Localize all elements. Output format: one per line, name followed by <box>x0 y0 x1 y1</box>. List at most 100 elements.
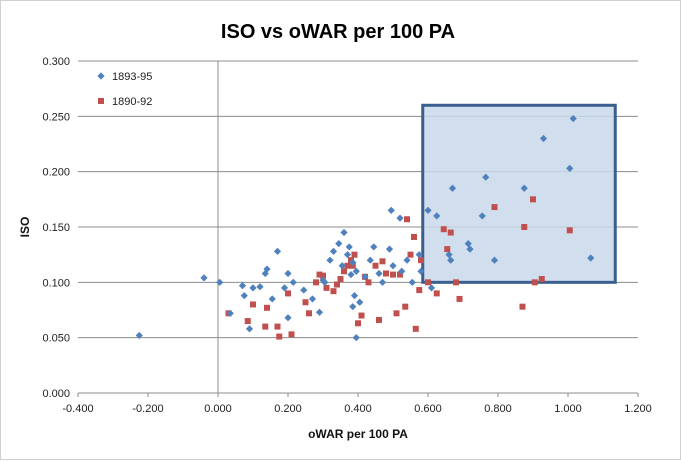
data-point-diamond <box>256 283 264 291</box>
axes <box>77 61 639 397</box>
data-point-diamond <box>396 214 404 222</box>
data-point-square <box>313 279 319 286</box>
data-point-square <box>383 270 389 277</box>
data-point-square <box>337 276 344 283</box>
x-tick-label: 0.000 <box>204 403 232 415</box>
data-point-diamond <box>200 274 208 282</box>
data-point-square <box>262 323 269 330</box>
data-point-square <box>402 303 409 310</box>
data-point-diamond <box>445 251 453 259</box>
data-point-diamond <box>387 206 395 214</box>
data-point-square <box>397 271 403 278</box>
data-point-square <box>341 268 347 275</box>
data-point-diamond <box>408 278 416 286</box>
x-tick-label: -0.200 <box>132 403 163 415</box>
data-point-square <box>316 271 323 278</box>
data-point-square <box>358 312 365 319</box>
data-point-diamond <box>403 256 411 264</box>
data-point-diamond <box>280 284 289 292</box>
data-point-diamond <box>268 295 276 303</box>
data-point-square <box>566 227 573 234</box>
data-point-diamond <box>135 331 143 340</box>
x-tick-label: 1.000 <box>554 403 582 415</box>
data-point-square <box>250 301 256 308</box>
data-point-square <box>425 279 431 286</box>
data-point-diamond <box>308 295 317 303</box>
data-point-diamond <box>490 256 499 264</box>
data-point-square <box>456 295 463 302</box>
data-point-square <box>407 251 414 258</box>
data-point-diamond <box>352 334 360 342</box>
data-point-diamond <box>335 240 343 248</box>
data-point-diamond <box>350 292 359 300</box>
data-point-diamond <box>300 286 308 294</box>
data-point-square <box>365 279 372 286</box>
data-point-square <box>444 246 451 253</box>
data-point-diamond <box>482 173 490 181</box>
data-point-square <box>447 229 454 236</box>
data-point-diamond <box>539 134 548 143</box>
data-point-diamond <box>398 267 406 275</box>
data-point-diamond <box>347 270 355 279</box>
data-point-diamond <box>349 303 357 311</box>
data-point-diamond <box>245 325 254 333</box>
data-point-square <box>288 331 295 338</box>
data-point-diamond <box>478 212 486 220</box>
legend-marker <box>97 72 105 80</box>
data-point-square <box>344 262 351 269</box>
data-point-diamond <box>385 245 394 253</box>
data-point-diamond <box>343 251 352 259</box>
data-point-diamond <box>427 284 436 292</box>
gridlines <box>78 60 638 339</box>
data-point-diamond <box>321 278 329 286</box>
data-point-square <box>521 224 528 230</box>
x-axis-title: oWAR per 100 PA <box>308 427 408 441</box>
data-point-square <box>334 281 340 288</box>
y-tick-label: 0.050 <box>42 333 70 345</box>
y-tick-label: 0.200 <box>42 167 70 179</box>
data-point-diamond <box>389 262 397 270</box>
data-point-diamond <box>284 314 292 322</box>
x-tick-label: 0.400 <box>344 403 372 415</box>
data-point-square <box>379 258 386 265</box>
data-point-square <box>412 325 419 332</box>
data-point-square <box>531 279 538 286</box>
data-point-square <box>491 204 498 211</box>
data-point-diamond <box>447 256 455 264</box>
data-point-diamond <box>587 254 595 262</box>
data-point-diamond <box>356 298 364 306</box>
data-point-square <box>416 287 423 294</box>
y-tick-label: 0.000 <box>42 388 70 400</box>
x-tick-label: 0.200 <box>274 403 302 415</box>
data-point-square <box>538 276 545 283</box>
data-point-square <box>411 233 417 240</box>
tick-labels: 0.000 0.050 0.100 0.150 0.200 0.250 0.300 -0.40… <box>42 56 651 415</box>
data-point-diamond <box>349 258 357 267</box>
data-point-diamond <box>240 292 248 300</box>
data-point-square <box>302 299 309 306</box>
data-point-diamond <box>366 256 374 264</box>
x-tick-label: 0.800 <box>484 403 512 415</box>
data-point-square <box>376 316 382 323</box>
data-point-diamond <box>315 308 324 316</box>
data-point-diamond <box>284 269 292 278</box>
data-point-diamond <box>238 282 247 290</box>
data-point-diamond <box>216 278 224 286</box>
x-tick-label: -0.400 <box>62 403 93 415</box>
legend-label: 1893-95 <box>112 71 152 83</box>
data-point-square <box>320 272 326 279</box>
y-tick-label: 0.150 <box>42 222 70 234</box>
data-point-diamond <box>566 164 574 172</box>
data-point-diamond <box>289 278 297 286</box>
data-point-square <box>390 271 396 278</box>
data-points <box>135 114 595 342</box>
chart-title: ISO vs oWAR per 100 PA <box>221 21 455 43</box>
legend-label: 1890-92 <box>112 96 152 108</box>
data-point-diamond <box>352 267 360 275</box>
data-point-diamond <box>424 206 432 214</box>
data-point-square <box>393 310 400 317</box>
data-point-square <box>372 262 379 269</box>
data-point-square <box>404 216 410 223</box>
data-point-diamond <box>249 284 257 292</box>
data-point-diamond <box>378 278 387 286</box>
